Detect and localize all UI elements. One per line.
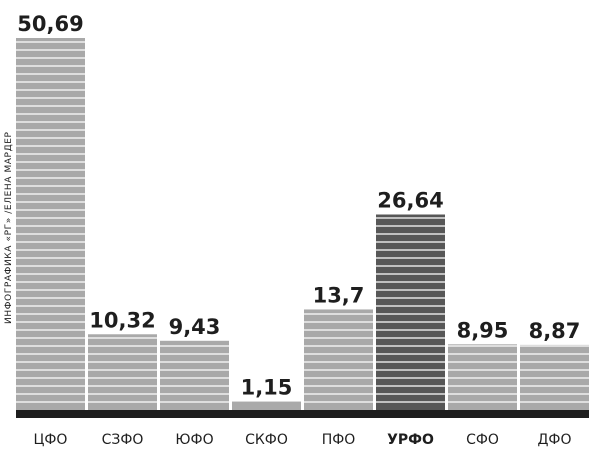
- bar-group-7: 8,95 СФО: [448, 318, 517, 448]
- category-label: СКФО: [245, 432, 288, 448]
- bar-group-8: 8,87 ДФО: [520, 319, 589, 448]
- bar: [88, 334, 157, 410]
- category-label: ПФО: [322, 432, 356, 448]
- bar-group-3: 9,43 ЮФО: [160, 315, 229, 448]
- bar: [160, 340, 229, 410]
- category-label: ЮФО: [175, 432, 213, 448]
- category-label: ЦФО: [34, 432, 68, 448]
- value-label: 8,95: [457, 318, 509, 342]
- value-label: 13,7: [313, 283, 365, 307]
- infographic-credit: ИНФОГРАФИКА «РГ» /ЕЛЕНА МАРДЕР: [4, 131, 14, 324]
- bar: [232, 401, 301, 410]
- bar: [304, 309, 373, 410]
- value-label: 26,64: [377, 188, 443, 212]
- bar-group-4: 1,15 СКФО: [232, 376, 301, 448]
- value-label: 50,69: [17, 12, 83, 36]
- category-label: ДФО: [537, 432, 571, 448]
- value-label: 8,87: [529, 319, 581, 343]
- bar: [448, 344, 517, 410]
- bar-group-1: 50,69 ЦФО: [16, 12, 85, 448]
- bar-group-2: 10,32 СЗФО: [88, 308, 157, 448]
- value-label: 9,43: [169, 315, 221, 339]
- bar-group-5: 13,7 ПФО: [304, 283, 373, 448]
- bar: [16, 38, 85, 410]
- chart-baseline: [16, 410, 589, 418]
- bar-group-6: 26,64 УРФО: [376, 188, 445, 448]
- category-label: СФО: [466, 432, 499, 448]
- value-label: 10,32: [89, 308, 155, 332]
- category-label: УРФО: [387, 432, 434, 448]
- value-label: 1,15: [241, 376, 293, 400]
- category-label: СЗФО: [102, 432, 144, 448]
- bar: [376, 214, 445, 410]
